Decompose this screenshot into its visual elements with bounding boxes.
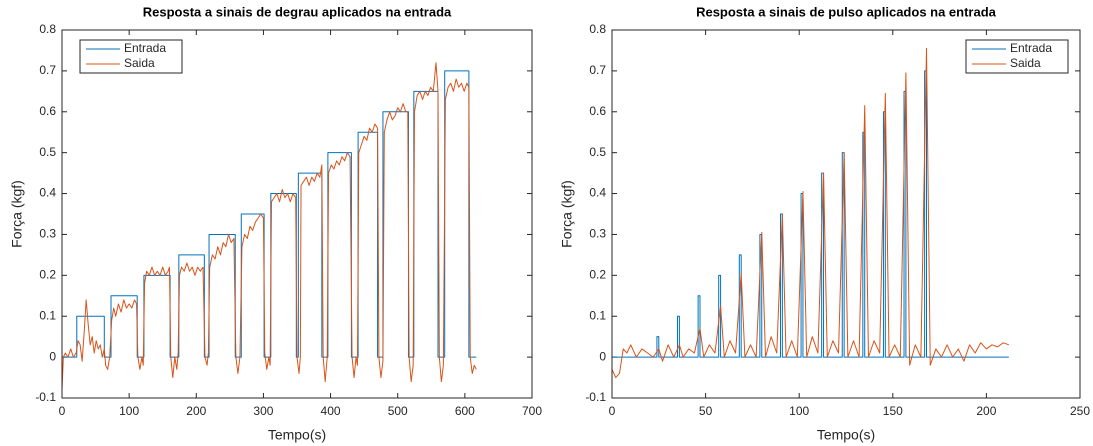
chart-title: Resposta a sinais de degrau aplicados na… [143, 4, 452, 19]
legend-label: Saida [1010, 56, 1041, 70]
legend-box [965, 39, 1069, 74]
x-tick-label: 50 [699, 404, 713, 418]
legend-label: Saida [124, 56, 155, 70]
y-tick-label: -0.1 [585, 390, 606, 404]
y-tick-label: 0.4 [589, 186, 606, 200]
x-tick-label: 100 [789, 404, 809, 418]
x-tick-label: 0 [59, 404, 66, 418]
y-tick-label: 0.7 [589, 63, 606, 77]
legend-label: Entrada [1010, 41, 1052, 55]
y-tick-label: 0.1 [589, 308, 606, 322]
y-tick-label: 0.6 [589, 104, 606, 118]
y-tick-label: 0.5 [589, 145, 606, 159]
axes-box [61, 29, 533, 399]
y-tick-label: 0.1 [39, 308, 56, 322]
y-tick-label: 0.3 [39, 227, 56, 241]
x-tick-label: 200 [976, 404, 996, 418]
y-tick-label: 0.8 [39, 22, 56, 36]
x-axis-label: Tempo(s) [817, 427, 875, 443]
y-tick-label: 0.2 [39, 268, 56, 282]
y-tick-label: -0.1 [35, 390, 56, 404]
x-tick-label: 0 [609, 404, 616, 418]
y-tick-label: 0.8 [589, 22, 606, 36]
x-tick-label: 200 [186, 404, 206, 418]
y-tick-label: 0 [49, 349, 56, 363]
x-tick-label: 250 [1070, 404, 1090, 418]
y-tick-label: 0.3 [589, 227, 606, 241]
y-tick-label: 0.7 [39, 63, 56, 77]
x-tick-label: 700 [522, 404, 542, 418]
data-line [61, 62, 477, 390]
x-tick-label: 400 [321, 404, 341, 418]
y-axis-label: Força (kgf) [559, 180, 575, 248]
axes-box [611, 29, 1081, 399]
x-tick-label: 600 [455, 404, 475, 418]
chart-title: Resposta a sinais de pulso aplicados na … [696, 4, 997, 19]
x-tick-label: 500 [388, 404, 408, 418]
y-tick-label: 0.6 [39, 104, 56, 118]
legend-label: Entrada [124, 41, 166, 55]
y-axis-label: Força (kgf) [9, 180, 25, 248]
y-tick-label: 0 [599, 349, 606, 363]
x-tick-label: 100 [119, 404, 139, 418]
x-tick-label: 150 [883, 404, 903, 418]
x-tick-label: 300 [253, 404, 273, 418]
legend-box [79, 39, 183, 74]
x-axis-label: Tempo(s) [268, 427, 326, 443]
y-tick-label: 0.4 [39, 186, 56, 200]
data-line [611, 47, 1010, 379]
data-line [612, 70, 1009, 358]
y-tick-label: 0.5 [39, 145, 56, 159]
y-tick-label: 0.2 [589, 268, 606, 282]
axes-background [612, 30, 1080, 398]
